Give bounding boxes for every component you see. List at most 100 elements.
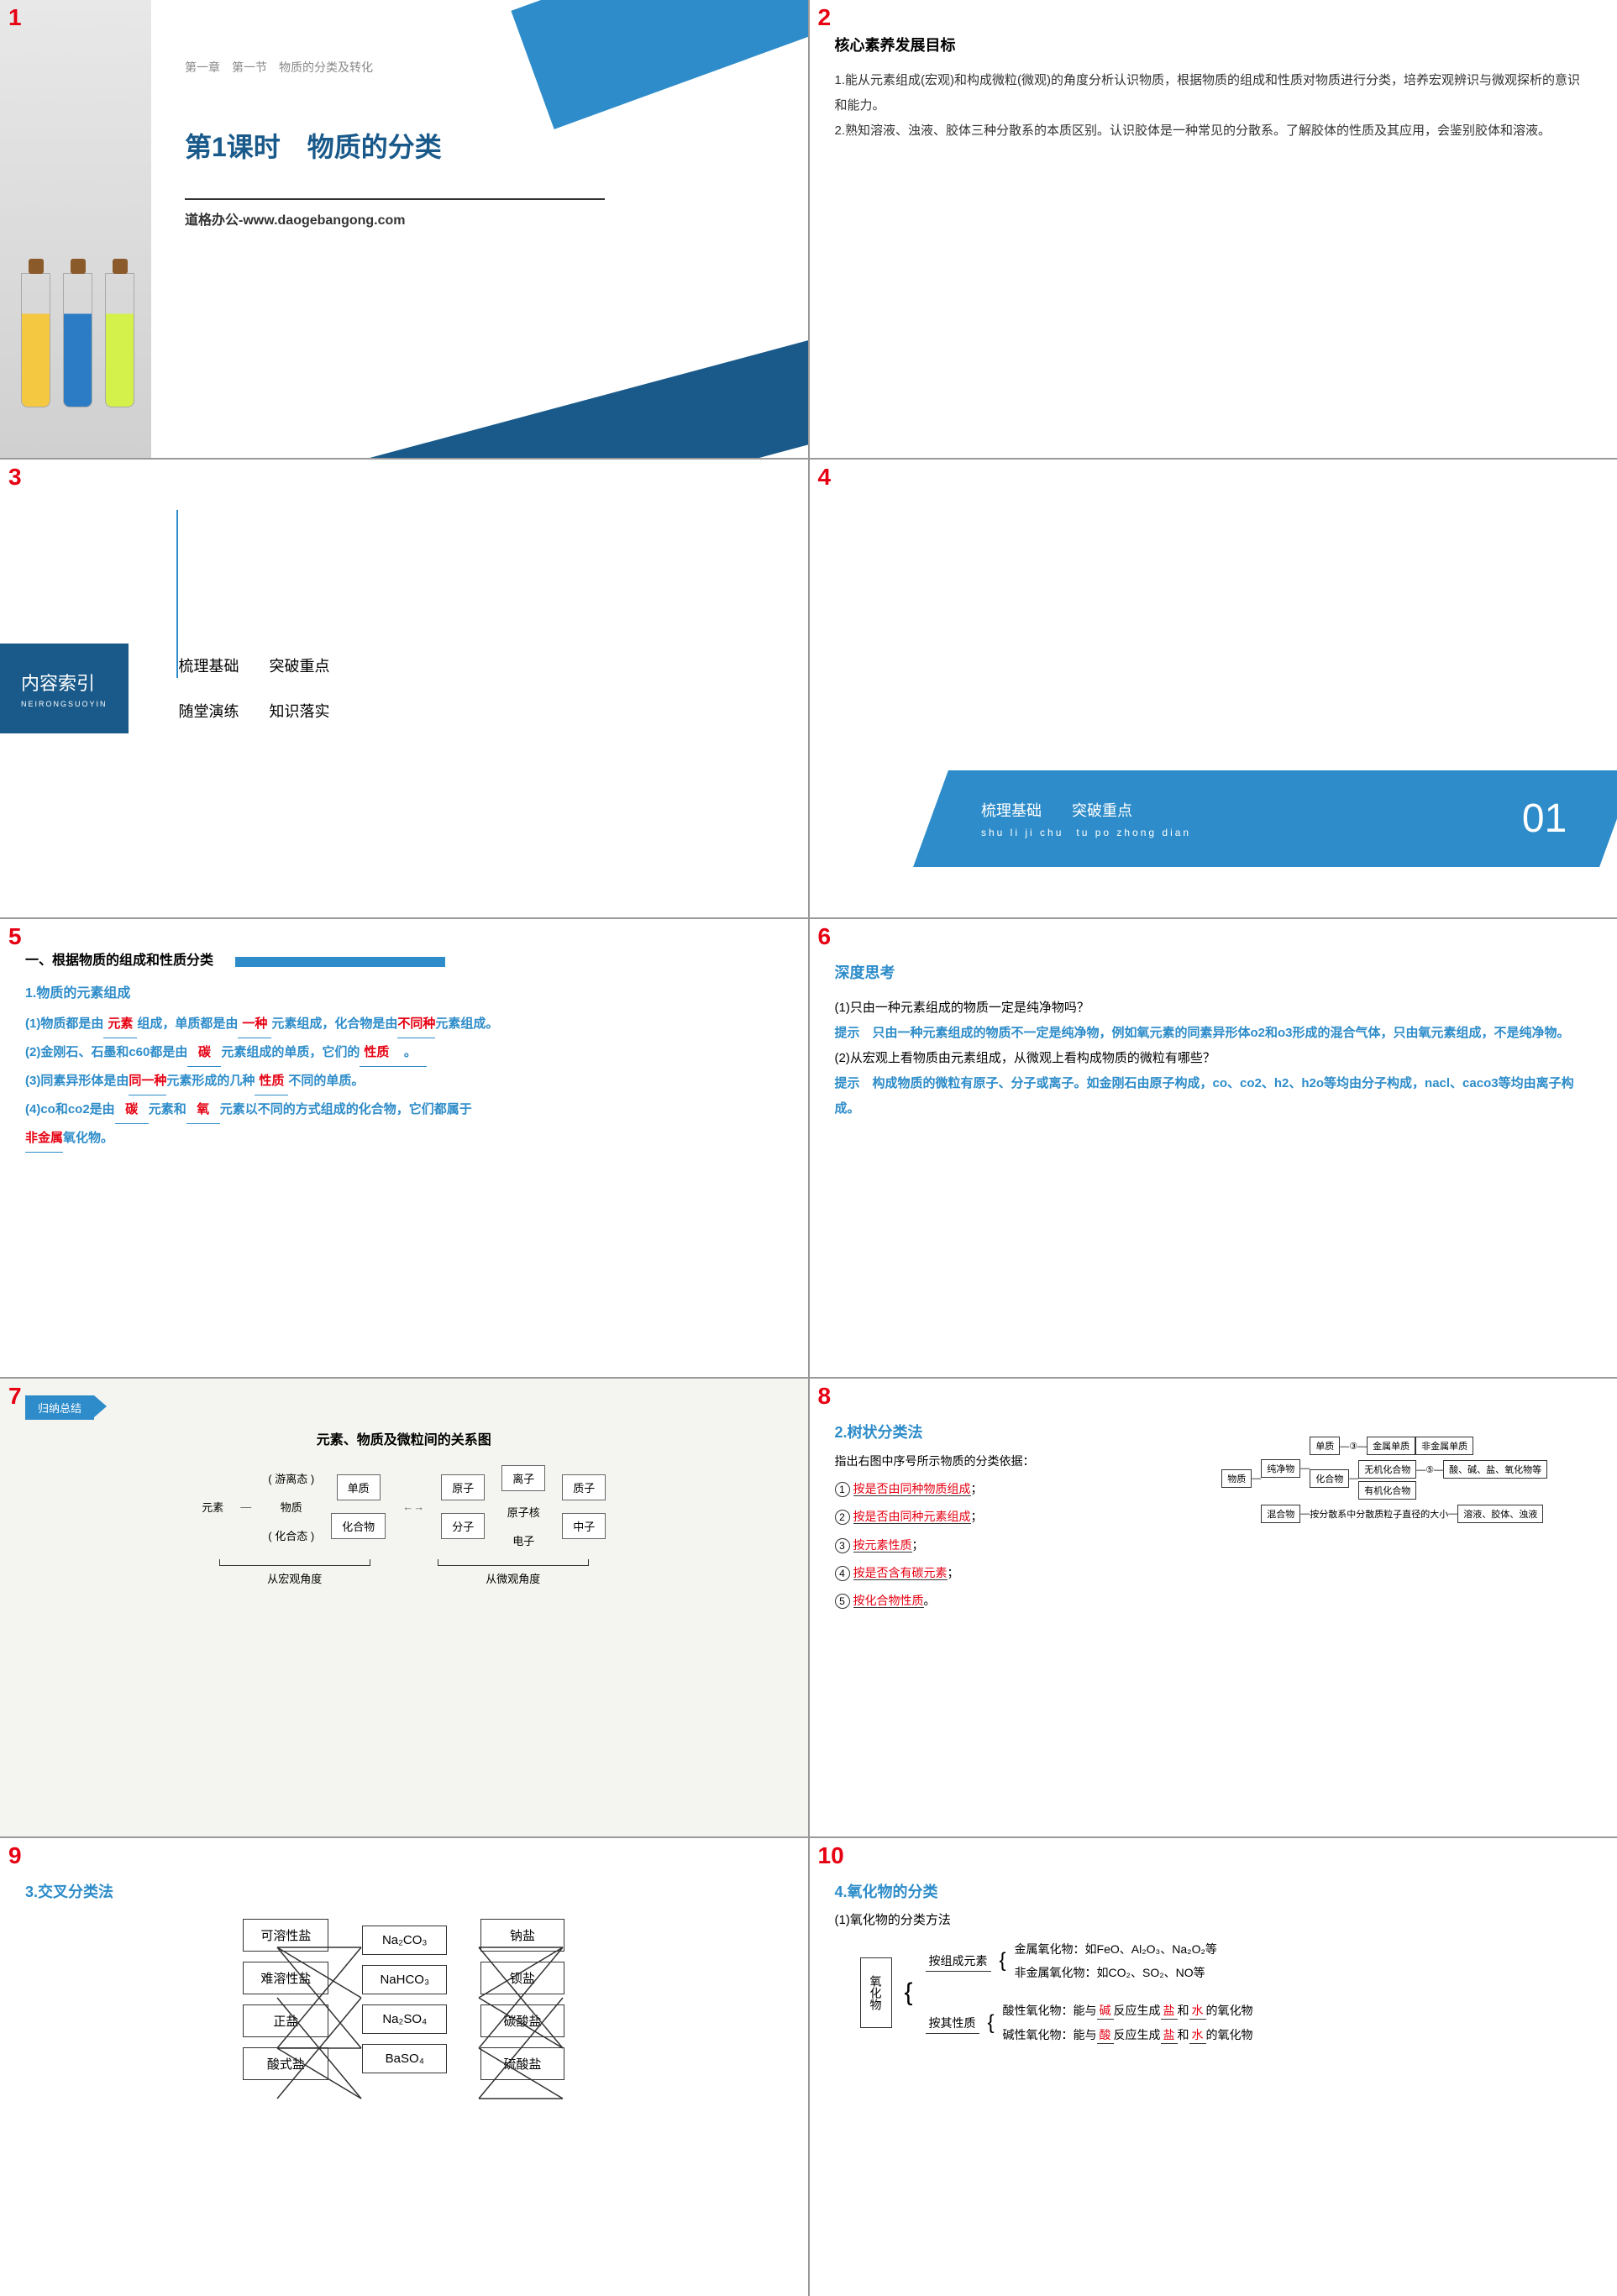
lesson-title: 第1课时 物质的分类	[185, 126, 774, 165]
number-icon: 4	[835, 1566, 850, 1581]
summary-badge: 归纳总结	[25, 1395, 94, 1420]
slide-6: 6 深度思考 (1)只由一种元素组成的物质一定是纯净物吗？ 提示 只由一种元素组…	[810, 919, 1617, 1377]
arrow-icon: —	[240, 1500, 251, 1513]
diagram-node: 单质	[337, 1474, 381, 1500]
fill-answer: 按是否含有碳元素	[853, 1566, 948, 1580]
tree-node: 非金属单质	[1415, 1437, 1473, 1455]
index-title: 内容索引	[21, 673, 95, 694]
legend-label: 从宏观角度	[219, 1565, 370, 1586]
bracket-icon: {	[988, 2011, 995, 2035]
slide-number: 4	[818, 464, 832, 491]
intro-text: 指出右图中序号所示物质的分类依据：	[835, 1451, 1205, 1472]
category-box: 可溶性盐	[243, 1919, 328, 1952]
diagram-label: 原子核	[507, 1504, 540, 1520]
tree-node: 物质	[1221, 1469, 1252, 1488]
section-heading: 核心素养发展目标	[835, 34, 1593, 55]
answer-text: 提示 构成物质的微粒有原子、分子或离子。如金刚石由原子构成，co、co2、h2、…	[835, 1071, 1593, 1122]
diagram-node: 物质	[281, 1499, 302, 1515]
fill-answer: 按元素性质	[853, 1538, 912, 1553]
index-items: 梳理基础 突破重点 随堂演练 知识落实	[179, 644, 330, 734]
tree-node: 纯净物	[1261, 1459, 1300, 1478]
oxide-tree: 氧化物 { 按组成元素 { 金属氧化物：如FeO、Al₂O₃、Na₂O₂等 非金…	[860, 1941, 1593, 2044]
slide-8: 8 2.树状分类法 指出右图中序号所示物质的分类依据： 1按是否由同种物质组成；…	[810, 1379, 1617, 1836]
banner-title: 梳理基础 突破重点	[981, 802, 1132, 819]
column: Na₂CO₃ NaHCO₃ Na₂SO₄ BaSO₄	[362, 1926, 447, 2073]
slide-number: 9	[8, 1842, 22, 1869]
column: 可溶性盐 难溶性盐 正盐 酸式盐	[243, 1919, 328, 2080]
fill-answer: 按是否由同种元素组成	[853, 1510, 971, 1524]
fill-answer: 非金属	[25, 1124, 63, 1153]
tree-item: 金属氧化物：如FeO、Al₂O₃、Na₂O₂等	[1015, 1941, 1217, 1957]
tree-node: 有机化合物	[1358, 1481, 1416, 1500]
diagram-node: 分子	[441, 1513, 485, 1539]
tree-note: 按分散系中分散质粒子直径的大小	[1310, 1507, 1448, 1521]
diagram-node: 化合物	[331, 1513, 386, 1539]
slide-2: 2 核心素养发展目标 1.能从元素组成(宏观)和构成微粒(微观)的角度分析认识物…	[810, 0, 1617, 458]
goal-text: 2.熟知溶液、浊液、胶体三种分散系的本质区别。认识胶体是一种常见的分散系。了解胶…	[835, 118, 1593, 144]
branch-label: 按其性质	[926, 2013, 979, 2034]
cross-classification-diagram: 可溶性盐 难溶性盐 正盐 酸式盐 Na₂CO₃ NaHCO₃ Na₂SO₄ Ba…	[25, 1919, 783, 2080]
category-box: 酸式盐	[243, 2047, 328, 2080]
diagram-node: 原子	[441, 1474, 485, 1500]
content-line: (1)物质都是由元素组成，单质都是由一种元素组成，化合物是由不同种元素组成。	[25, 1010, 783, 1038]
classification-list: 2.树状分类法 指出右图中序号所示物质的分类依据： 1按是否由同种物质组成； 2…	[835, 1395, 1205, 1820]
list-item: 2按是否由同种元素组成；	[835, 1506, 1205, 1527]
slide-10: 10 4.氧化物的分类 (1)氧化物的分类方法 氧化物 { 按组成元素 { 金属…	[810, 1838, 1617, 2296]
fill-answer: 按化合物性质	[853, 1594, 924, 1608]
fill-answer: 碳	[187, 1038, 221, 1067]
substance-box: Na₂SO₄	[362, 2004, 447, 2034]
content-line: (2)金刚石、石墨和c60都是由碳元素组成的单质，它们的性质。	[25, 1038, 783, 1067]
fill-answer: 氧	[186, 1095, 220, 1124]
subsection-heading: 1.物质的元素组成	[25, 981, 783, 1001]
slide-4: 4 梳理基础 突破重点 shu li ji chu tu po zhong di…	[810, 460, 1617, 917]
fill-answer: 一种	[238, 1010, 271, 1038]
category-box: 钡盐	[480, 1962, 564, 1994]
banner-text: 梳理基础 突破重点 shu li ji chu tu po zhong dian	[981, 799, 1191, 839]
diagram-node: 质子	[562, 1474, 606, 1500]
fill-answer: 酸	[1097, 2026, 1114, 2044]
bracket-icon: {	[1000, 1949, 1006, 1973]
slide-7: 7 归纳总结 元素、物质及微粒间的关系图 元素 — ( 游离态 ) 物质 ( 化…	[0, 1379, 808, 1836]
answer-text: 提示 只由一种元素组成的物质不一定是纯净物，例如氧元素的同素异形体o2和o3形成…	[835, 1021, 1593, 1046]
arrow-icon: ←→	[402, 1500, 424, 1513]
branch-label: 按组成元素	[926, 1951, 991, 1972]
decorative-band	[267, 333, 808, 458]
tree-node: 混合物	[1261, 1505, 1300, 1523]
diagram-node: 元素	[202, 1499, 223, 1515]
slide-3: 3 内容索引 NEIRONGSUOYIN 梳理基础 突破重点 随堂演练 知识落实	[0, 460, 808, 917]
index-item: 随堂演练 知识落实	[179, 689, 330, 734]
list-item: 1按是否由同种物质组成；	[835, 1479, 1205, 1500]
category-box: 钠盐	[480, 1919, 564, 1952]
tree-node: 无机化合物	[1358, 1460, 1416, 1479]
tree-item: 非金属氧化物：如CO₂、SO₂、NO等	[1015, 1964, 1217, 1981]
heading-bar	[235, 957, 445, 967]
tree-item: 碱性氧化物：能与酸反应生成盐和水的氧化物	[1003, 2026, 1253, 2044]
fill-answer: 元素	[103, 1010, 137, 1038]
section-heading: 3.交叉分类法	[25, 1880, 783, 1902]
fill-answer: 碳	[115, 1095, 149, 1124]
substance-box: BaSO₄	[362, 2044, 447, 2073]
index-item: 梳理基础 突破重点	[179, 644, 330, 689]
slide-number: 10	[818, 1842, 844, 1869]
tree-node: 酸、碱、盐、氧化物等	[1443, 1460, 1547, 1479]
fill-answer: 按是否由同种物质组成	[853, 1482, 971, 1496]
diagram-node: 离子	[501, 1465, 545, 1491]
goal-text: 1.能从元素组成(宏观)和构成微粒(微观)的角度分析认识物质，根据物质的组成和性…	[835, 68, 1593, 118]
tree-diagram: 物质— 纯净物— 单质—③— 金属单质非金属单质 化合物— 无机化合物—⑤—酸、…	[1221, 1395, 1592, 1820]
hero-image	[0, 0, 151, 458]
diagram-label: ( 游离态 )	[268, 1470, 314, 1486]
fill-answer: 水	[1189, 2026, 1206, 2044]
tree-item: 酸性氧化物：能与碱反应生成盐和水的氧化物	[1003, 2002, 1253, 2020]
column: 钠盐 钡盐 碳酸盐 硫酸盐	[480, 1919, 564, 2080]
tree-root: 氧化物	[860, 1957, 892, 2028]
substance-box: NaHCO₃	[362, 1965, 447, 1994]
slide-number: 3	[8, 464, 22, 491]
content-line: (3)同素异形体是由同一种元素形成的几种性质不同的单质。	[25, 1067, 783, 1095]
slide-number: 8	[818, 1383, 832, 1410]
list-item: 4按是否含有碳元素；	[835, 1563, 1205, 1584]
slide-5: 5 一、根据物质的组成和性质分类 1.物质的元素组成 (1)物质都是由元素组成，…	[0, 919, 808, 1377]
diagram-title: 元素、物质及微粒间的关系图	[25, 1428, 783, 1448]
diagram-label: ( 化合态 )	[268, 1527, 314, 1543]
category-box: 难溶性盐	[243, 1962, 328, 1994]
substance-box: Na₂CO₃	[362, 1926, 447, 1955]
